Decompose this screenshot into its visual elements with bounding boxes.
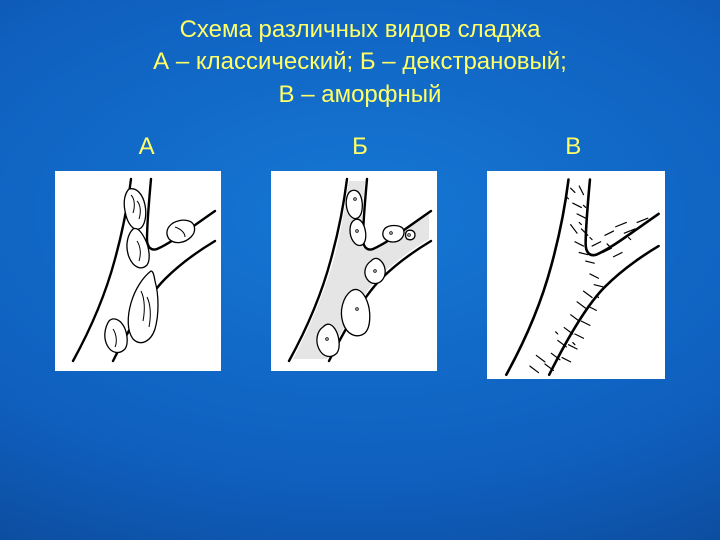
panels-row xyxy=(0,161,720,379)
title-line-2: А – классический; Б – декстрановый; xyxy=(0,46,720,78)
panel-label-c: В xyxy=(473,133,673,161)
panel-label-b: Б xyxy=(260,133,460,161)
panel-a xyxy=(55,171,221,371)
panel-c xyxy=(487,171,665,379)
panel-label-a: А xyxy=(47,133,247,161)
title-line-1: Схема различных видов сладжа xyxy=(0,14,720,46)
panel-labels-row: А Б В xyxy=(0,133,720,161)
title-line-3: В – аморфный xyxy=(0,79,720,111)
panel-b xyxy=(271,171,437,371)
slide-title: Схема различных видов сладжа А – классич… xyxy=(0,0,720,111)
